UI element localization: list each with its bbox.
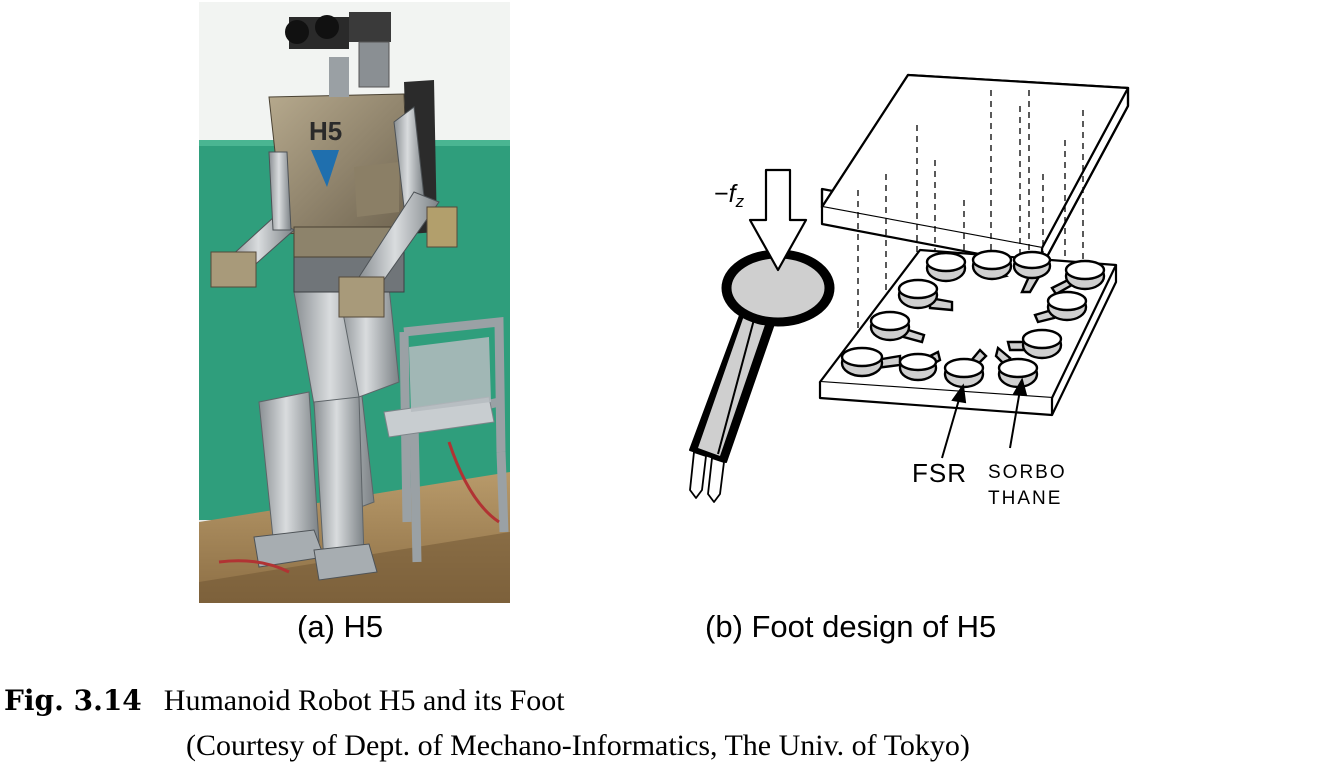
sorbothane-label-line1: SORBO bbox=[988, 462, 1067, 483]
sensor-pad bbox=[1050, 259, 1106, 296]
sorbothane-label-line2: THANE bbox=[988, 488, 1062, 509]
panel-a-label: (a) H5 bbox=[297, 609, 384, 644]
sensor-array bbox=[840, 249, 1106, 389]
sensor-pad bbox=[994, 345, 1039, 389]
sensor-pad bbox=[943, 348, 988, 389]
sensor-pad bbox=[1033, 290, 1088, 324]
robot-h5-photo: H5 bbox=[199, 2, 510, 603]
sensor-pad bbox=[898, 350, 942, 382]
figure-caption: Fig. 3.14 Humanoid Robot H5 and its Foot bbox=[4, 686, 565, 716]
callout-arrows bbox=[941, 377, 1028, 459]
fsr-label: FSR bbox=[912, 458, 967, 488]
sensor-pad bbox=[840, 346, 902, 378]
force-arrow bbox=[748, 168, 808, 272]
leg-sketch bbox=[689, 249, 835, 503]
force-label: −fz bbox=[714, 180, 745, 211]
sensor-pad bbox=[897, 278, 954, 312]
sensor-pad bbox=[869, 310, 926, 344]
sensor-pad bbox=[1012, 250, 1052, 294]
sensor-pad bbox=[971, 249, 1013, 281]
foot-design-diagram: −fz FSR SORBO THANE bbox=[689, 73, 1130, 509]
torso-h5-marking: H5 bbox=[309, 116, 342, 146]
figure-title: Humanoid Robot H5 and its Foot bbox=[163, 684, 565, 717]
sensor-pad bbox=[1006, 328, 1063, 360]
figure-credit: (Courtesy of Dept. of Mechano-Informatic… bbox=[186, 729, 970, 762]
panel-b-label: (b) Foot design of H5 bbox=[705, 609, 997, 644]
sensor-pad bbox=[925, 251, 967, 283]
figure-number: Fig. 3.14 bbox=[4, 684, 142, 717]
